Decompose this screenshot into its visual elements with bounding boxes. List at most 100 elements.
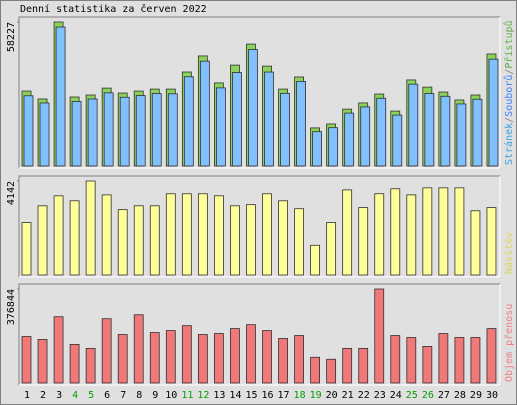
bar — [470, 210, 481, 276]
bar — [406, 194, 417, 276]
bar — [248, 49, 258, 167]
bar — [181, 193, 192, 276]
bar — [312, 131, 323, 167]
x-tick-label: 12 — [197, 390, 209, 401]
bar — [294, 208, 304, 276]
x-tick-label: 10 — [165, 390, 177, 401]
bar — [456, 103, 467, 167]
bar — [103, 92, 114, 167]
x-tick-label: 8 — [136, 390, 142, 401]
bar — [440, 95, 451, 167]
bar — [101, 194, 112, 276]
bar — [213, 333, 224, 384]
bar — [424, 93, 435, 167]
bar — [119, 96, 130, 167]
bar — [85, 347, 96, 384]
bar — [438, 187, 449, 276]
axis-legend: Návštěv — [503, 232, 515, 274]
bar — [53, 195, 64, 276]
legend-part: Návštěv — [503, 232, 515, 274]
bar — [406, 337, 417, 384]
bar — [488, 58, 499, 167]
bar — [199, 60, 210, 167]
bar — [55, 26, 66, 167]
bar — [165, 193, 176, 276]
bar — [246, 324, 256, 384]
bar — [310, 356, 321, 384]
bar — [230, 205, 240, 276]
panel — [18, 283, 501, 386]
bar — [232, 72, 242, 167]
x-tick-label: 30 — [486, 390, 498, 401]
bar — [181, 325, 192, 384]
bar — [328, 127, 339, 167]
x-tick-label: 3 — [56, 390, 62, 401]
bar — [135, 95, 146, 167]
x-tick-label: 18 — [294, 390, 306, 401]
legend-part: Stránek — [503, 123, 515, 165]
x-tick-label: 24 — [390, 390, 402, 401]
x-tick-label: 15 — [245, 390, 257, 401]
bar — [39, 102, 50, 167]
axis-legend: Objem přenosu — [503, 304, 515, 382]
bar — [151, 93, 162, 167]
bar — [117, 334, 128, 384]
bar — [69, 200, 80, 276]
bar — [454, 187, 465, 276]
legend-part: Objem přenosu — [503, 304, 515, 382]
bar — [374, 288, 385, 384]
bar — [486, 207, 497, 276]
x-tick-label: 28 — [454, 390, 466, 401]
bar — [149, 332, 160, 384]
x-tick-label: 20 — [326, 390, 338, 401]
x-tick-label: 9 — [152, 390, 158, 401]
bar — [230, 328, 240, 384]
bar — [342, 347, 353, 384]
bar — [294, 335, 304, 384]
bar — [117, 209, 128, 276]
x-tick-label: 22 — [358, 390, 370, 401]
bar — [87, 98, 98, 167]
x-tick-label: 21 — [342, 390, 354, 401]
bar — [472, 98, 483, 167]
bar — [280, 92, 290, 167]
bar — [167, 93, 178, 167]
bar — [69, 344, 80, 384]
bar — [183, 76, 194, 167]
bar — [422, 187, 433, 276]
bar — [278, 200, 288, 276]
bar — [470, 337, 481, 384]
bar — [246, 204, 256, 276]
bar — [133, 205, 144, 276]
x-tick-label: 27 — [438, 390, 450, 401]
bar — [358, 207, 369, 276]
axis-legend: Stránek/Souborů/Přístupů — [503, 20, 515, 165]
bar — [310, 244, 321, 276]
bar — [454, 337, 465, 384]
legend-part: Přístupů — [503, 20, 515, 68]
x-tick-label: 5 — [88, 390, 94, 401]
x-tick-label: 1 — [24, 390, 30, 401]
x-tick-label: 6 — [104, 390, 110, 401]
bar — [278, 338, 288, 384]
bar — [133, 314, 144, 384]
bar — [262, 330, 272, 384]
bar — [264, 71, 274, 167]
bar — [215, 87, 226, 167]
bar — [296, 81, 306, 167]
bar — [262, 193, 272, 276]
bar — [374, 193, 385, 276]
x-tick-label: 17 — [278, 390, 290, 401]
chart-title: Denní statistika za červen 2022 — [20, 3, 207, 15]
panel — [18, 175, 501, 278]
bar — [197, 193, 208, 276]
bar — [85, 180, 96, 276]
y-tick-label: 58227 — [6, 22, 17, 52]
bar — [376, 97, 387, 167]
bar — [392, 114, 403, 167]
y-tick-label: 4142 — [6, 181, 17, 205]
bar — [342, 189, 353, 276]
bar — [21, 222, 32, 276]
y-tick-label: 376844 — [6, 289, 17, 325]
